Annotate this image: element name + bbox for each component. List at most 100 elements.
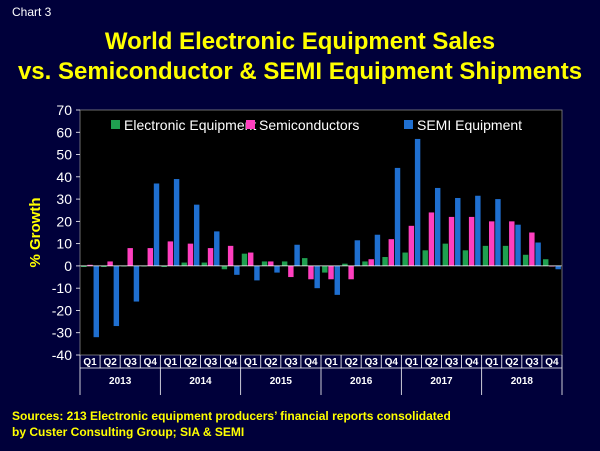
bar-electronic-equipment-1 (81, 265, 87, 268)
bar-semiconductors-18 (428, 212, 435, 266)
x-tick-label-quarter: Q2 (425, 357, 439, 368)
bar-semiconductors-16 (388, 239, 394, 266)
bar-semi-equipment-1 (93, 265, 99, 338)
bar-semiconductors-8 (227, 245, 234, 266)
bar-electronic-equipment-17 (402, 252, 408, 266)
bar-electronic-equipment-18 (422, 250, 428, 266)
x-tick-label-quarter: Q4 (224, 357, 238, 368)
chart-title-line-2: vs. Semiconductor & SEMI Equipment Shipm… (17, 58, 583, 85)
x-tick-label-quarter: Q3 (365, 357, 379, 368)
bar-semiconductors-23 (529, 232, 535, 266)
bar-electronic-equipment-20 (462, 250, 469, 266)
x-tick-label-quarter: Q3 (445, 357, 459, 368)
x-tick-label-quarter: Q4 (545, 357, 559, 368)
bar-electronic-equipment-5 (161, 265, 167, 268)
bar-electronic-equipment-21 (482, 245, 489, 266)
x-tick-label-quarter: Q1 (83, 357, 97, 368)
sources-line-1: Sources: 213 Electronic equipment produc… (12, 409, 451, 423)
bar-semi-equipment-16 (394, 167, 401, 266)
bar-semi-equipment-23 (535, 242, 541, 266)
y-tick-label: -20 (52, 302, 72, 318)
bar-semiconductors-14 (348, 265, 354, 280)
bar-semiconductors-20 (468, 216, 475, 266)
x-tick-label-quarter: Q4 (465, 357, 479, 368)
legend-swatch-1 (111, 120, 120, 129)
bar-electronic-equipment-24 (543, 259, 549, 266)
y-tick-label: 0 (64, 258, 72, 274)
bar-electronic-equipment-12 (302, 258, 308, 266)
bar-semiconductors-1 (87, 264, 93, 266)
bar-electronic-equipment-7 (201, 262, 208, 266)
bar-semiconductors-3 (127, 248, 133, 266)
chart-title-line-1: World Electronic Equipment Sales (104, 28, 496, 55)
bar-semiconductors-2 (107, 261, 113, 266)
y-tick-label: 70 (56, 102, 72, 118)
x-tick-label-quarter: Q4 (144, 357, 158, 368)
bar-semiconductors-11 (288, 265, 294, 278)
bar-semi-equipment-19 (455, 197, 461, 266)
bar-semi-equipment-20 (475, 195, 481, 266)
bar-semi-equipment-13 (334, 265, 340, 295)
x-tick-label-quarter: Q4 (304, 357, 318, 368)
bar-semiconductors-12 (308, 265, 314, 280)
bar-semi-equipment-18 (434, 187, 441, 266)
bar-semiconductors-9 (248, 252, 254, 266)
bar-semi-equipment-8 (234, 265, 240, 275)
bar-electronic-equipment-8 (221, 265, 228, 270)
bar-semi-equipment-24 (555, 265, 561, 270)
legend-swatch-3 (404, 120, 413, 129)
bar-semi-equipment-2 (113, 265, 120, 327)
bar-electronic-equipment-14 (342, 263, 348, 266)
x-tick-label-year: 2014 (189, 376, 212, 387)
x-tick-label-quarter: Q1 (164, 357, 178, 368)
bar-semi-equipment-4 (153, 183, 160, 266)
legend-swatch-2 (246, 120, 255, 129)
bar-semi-equipment-11 (294, 244, 300, 266)
bar-semi-equipment-22 (515, 224, 521, 266)
bar-semiconductors-10 (268, 261, 274, 266)
bar-electronic-equipment-22 (502, 245, 509, 266)
x-tick-label-year: 2015 (270, 376, 293, 387)
bar-semiconductors-6 (187, 243, 194, 266)
legend-label-1: Electronic Equipment (124, 117, 256, 133)
x-tick-label-year: 2017 (430, 376, 453, 387)
y-tick-label: -10 (52, 280, 72, 296)
sources-line-2: by Custer Consulting Group; SIA & SEMI (12, 425, 245, 439)
y-tick-label: 50 (56, 147, 72, 163)
x-tick-label-quarter: Q2 (184, 357, 198, 368)
y-tick-label: -40 (52, 347, 72, 363)
y-tick-label: 60 (56, 124, 72, 140)
x-tick-label-quarter: Q2 (264, 357, 278, 368)
x-tick-label-quarter: Q3 (525, 357, 539, 368)
x-tick-label-quarter: Q3 (284, 357, 298, 368)
x-tick-label-quarter: Q3 (124, 357, 138, 368)
bar-semiconductors-19 (448, 216, 455, 266)
bar-semi-equipment-9 (254, 265, 260, 281)
bar-semiconductors-15 (368, 259, 374, 266)
y-tick-label: 40 (56, 169, 72, 185)
x-tick-label-quarter: Q1 (405, 357, 419, 368)
y-axis-label: % Growth (27, 198, 44, 268)
y-tick-label: -30 (52, 325, 72, 341)
bar-semi-equipment-10 (274, 265, 280, 273)
x-tick-label-year: 2018 (511, 376, 534, 387)
bar-semi-equipment-5 (173, 179, 180, 266)
bar-semi-equipment-12 (314, 265, 320, 289)
bar-semiconductors-7 (207, 248, 214, 266)
plot-area (80, 110, 562, 355)
x-tick-label-quarter: Q2 (505, 357, 519, 368)
y-tick-label: 10 (56, 236, 72, 252)
bar-semi-equipment-7 (214, 231, 220, 266)
bar-electronic-equipment-9 (241, 253, 248, 266)
bar-semi-equipment-21 (495, 199, 501, 266)
bar-semiconductors-22 (509, 221, 515, 266)
legend-label-3: SEMI Equipment (417, 117, 522, 133)
bar-electronic-equipment-2 (101, 265, 107, 268)
x-tick-label-quarter: Q2 (103, 357, 117, 368)
bar-semi-equipment-17 (414, 138, 421, 266)
bar-semi-equipment-3 (133, 265, 140, 302)
bar-semi-equipment-14 (354, 240, 361, 266)
bar-electronic-equipment-11 (281, 261, 288, 266)
bar-semi-equipment-6 (193, 204, 200, 266)
